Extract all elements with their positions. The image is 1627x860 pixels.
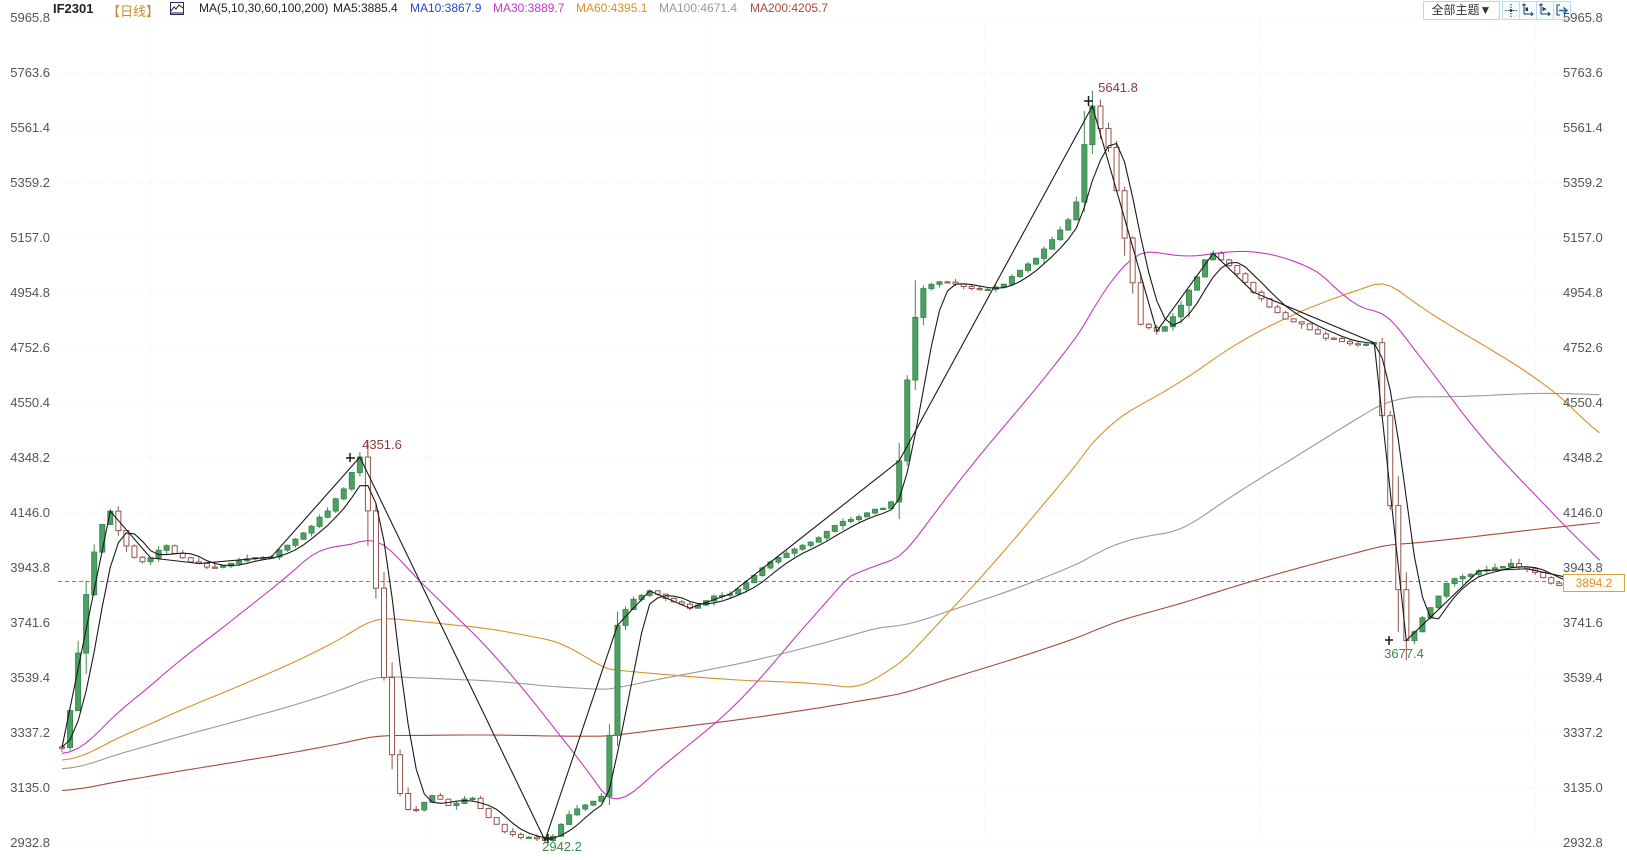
svg-text:3741.6: 3741.6 (10, 615, 50, 630)
svg-text:5561.4: 5561.4 (10, 120, 50, 135)
svg-text:5641.8: 5641.8 (1098, 80, 1138, 95)
svg-text:5763.6: 5763.6 (1563, 65, 1603, 80)
svg-text:4954.8: 4954.8 (10, 285, 50, 300)
svg-text:3943.8: 3943.8 (10, 560, 50, 575)
svg-text:5965.8: 5965.8 (1563, 10, 1603, 25)
svg-text:4348.2: 4348.2 (10, 450, 50, 465)
svg-text:5763.6: 5763.6 (10, 65, 50, 80)
svg-text:5359.2: 5359.2 (10, 175, 50, 190)
svg-text:4348.2: 4348.2 (1563, 450, 1603, 465)
svg-text:3741.6: 3741.6 (1563, 615, 1603, 630)
svg-text:3677.4: 3677.4 (1384, 646, 1424, 661)
svg-text:4954.8: 4954.8 (1563, 285, 1603, 300)
svg-text:4550.4: 4550.4 (10, 395, 50, 410)
svg-text:3135.0: 3135.0 (1563, 780, 1603, 795)
svg-text:3337.2: 3337.2 (10, 725, 50, 740)
svg-text:3943.8: 3943.8 (1563, 560, 1603, 575)
svg-text:5157.0: 5157.0 (10, 230, 50, 245)
svg-text:4752.6: 4752.6 (10, 340, 50, 355)
svg-text:3337.2: 3337.2 (1563, 725, 1603, 740)
svg-text:2932.8: 2932.8 (10, 835, 50, 850)
svg-text:2932.8: 2932.8 (1563, 835, 1603, 850)
svg-text:3135.0: 3135.0 (10, 780, 50, 795)
svg-text:5561.4: 5561.4 (1563, 120, 1603, 135)
svg-text:3539.4: 3539.4 (10, 670, 50, 685)
svg-text:5157.0: 5157.0 (1563, 230, 1603, 245)
svg-text:5965.8: 5965.8 (10, 10, 50, 25)
svg-text:4146.0: 4146.0 (1563, 505, 1603, 520)
svg-text:4550.4: 4550.4 (1563, 395, 1603, 410)
svg-text:3539.4: 3539.4 (1563, 670, 1603, 685)
svg-text:4146.0: 4146.0 (10, 505, 50, 520)
svg-text:4351.6: 4351.6 (362, 437, 402, 452)
svg-text:5359.2: 5359.2 (1563, 175, 1603, 190)
svg-text:4752.6: 4752.6 (1563, 340, 1603, 355)
